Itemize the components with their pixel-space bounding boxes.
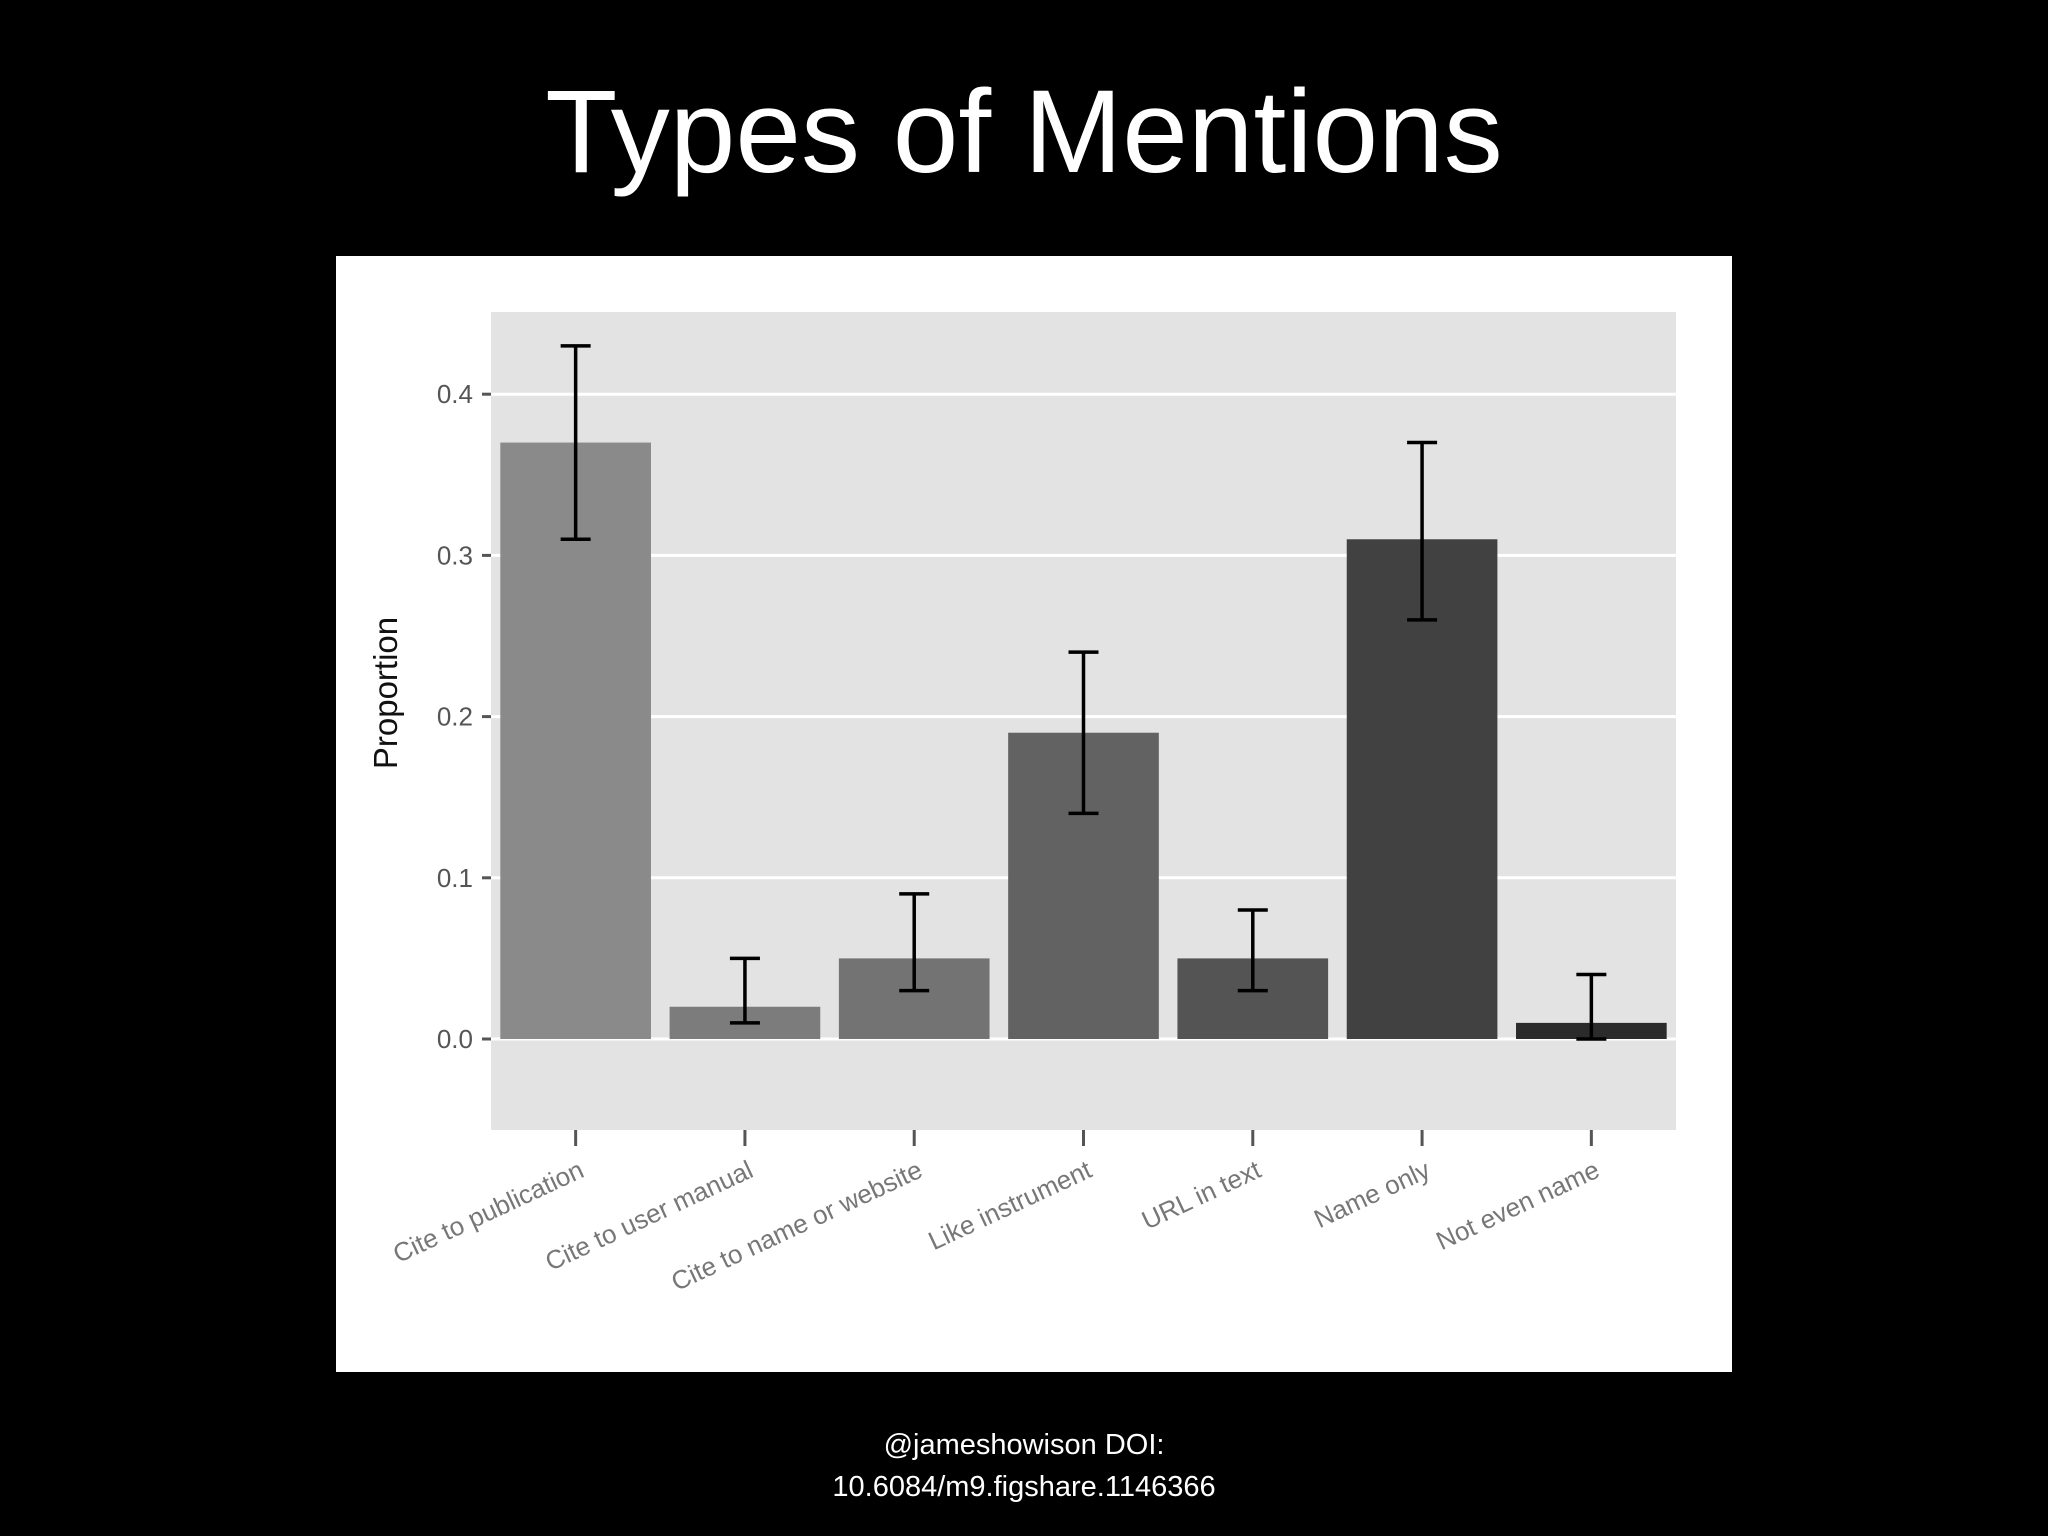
bar [500,442,651,1039]
x-tick-label: URL in text [1137,1154,1266,1235]
x-tick-label: Not even name [1431,1154,1603,1256]
y-axis-title: Proportion [367,617,404,769]
bar [1346,539,1498,1039]
footer-author-doi-label: @jameshowison DOI: [883,1429,1165,1461]
x-tick-label: Like instrument [924,1154,1097,1256]
y-tick-label: 0.0 [437,1024,473,1054]
x-tick-label: Name only [1309,1154,1434,1234]
footer-credit: @jameshowison DOI: 10.6084/m9.figshare.1… [0,1424,2048,1508]
footer-doi: 10.6084/m9.figshare.1146366 [832,1471,1216,1503]
y-tick-label: 0.2 [437,702,473,732]
y-tick-label: 0.1 [437,863,473,893]
y-tick-label: 0.4 [437,379,473,409]
slide-title: Types of Mentions [545,66,1503,198]
figure-panel: 0.0 0.1 0.2 0.3 0.4 Proportion Cite to publica… [336,256,1732,1372]
y-tick-label: 0.3 [437,540,473,570]
